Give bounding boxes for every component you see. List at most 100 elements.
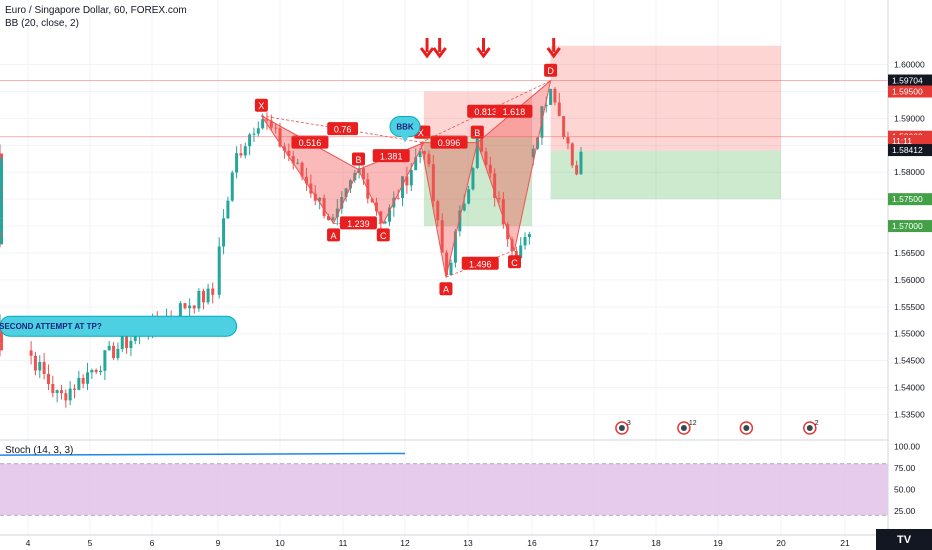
candle-body: [510, 239, 514, 251]
pattern-point-label-bg: [352, 152, 365, 166]
candle-body: [0, 185, 3, 196]
candle-body: [0, 347, 3, 351]
pattern-point-label-text: A: [443, 285, 449, 295]
pattern-point-label-bg: [439, 282, 453, 296]
x-tick-label: 4: [26, 538, 31, 548]
pattern-ratio-label: 0.516: [291, 135, 329, 149]
arrow-head: [546, 47, 561, 59]
candle-body: [0, 210, 3, 212]
candle-body: [248, 134, 252, 147]
event-marker-dot: [743, 425, 750, 431]
candle-body: [570, 143, 574, 166]
candle-body: [0, 233, 3, 241]
candle-body: [206, 288, 210, 303]
candle-body: [287, 150, 291, 157]
candle-body: [458, 210, 462, 232]
harmonic-patterns: XABCD0.5160.761.2391.381XABCD0.9960.8131…: [254, 63, 558, 296]
candle-body: [77, 377, 81, 390]
candle-body: [409, 170, 413, 186]
stoch-y-tick-label: 25.00: [894, 506, 916, 516]
pattern-ratio-label: 0.76: [327, 122, 359, 136]
price-label-text: 1.59704: [892, 76, 923, 86]
stoch-indicator-label: Stoch (14, 3, 3): [5, 445, 74, 456]
candle-body: [29, 350, 33, 356]
candle-body: [116, 348, 120, 359]
candle-body: [549, 88, 553, 105]
candle-body: [201, 290, 205, 303]
candle-body: [553, 88, 557, 103]
price-label-bg: [888, 74, 932, 87]
candle-body: [282, 146, 286, 151]
price-label: 11:11: [888, 135, 932, 148]
arrow-head: [432, 47, 447, 59]
pattern-point-label-bg: [544, 63, 558, 77]
candle-body: [471, 167, 475, 190]
candle-body: [396, 197, 400, 199]
x-tick-label: 21: [840, 538, 850, 548]
candle-body: [291, 156, 295, 164]
candle-body: [361, 168, 365, 180]
candle-body: [300, 162, 304, 177]
pattern-point-label: X: [254, 98, 268, 112]
pattern-ratio-label-bg: [495, 104, 533, 118]
x-tick-label: 10: [275, 538, 285, 548]
price-label-text: 1.58412: [892, 145, 923, 155]
pattern-point-label: D: [544, 63, 558, 77]
candle-body: [59, 390, 63, 394]
candle-body: [188, 305, 192, 309]
candle-body: [401, 176, 405, 198]
candle-body: [344, 188, 348, 198]
event-marker-count: 12: [689, 420, 697, 427]
chart-background: [0, 0, 888, 535]
pattern-ratio-label: 1.496: [461, 256, 499, 270]
stoch-y-tick-label: 50.00: [894, 485, 916, 495]
candle-body: [64, 393, 68, 401]
candle-body: [239, 153, 243, 156]
candle-body: [313, 193, 317, 201]
candle-body: [340, 197, 344, 209]
candle-body: [579, 151, 583, 175]
pattern-point-label-text: X: [258, 101, 264, 111]
candle-body: [423, 151, 427, 155]
pattern-ratio-label-bg: [339, 216, 377, 230]
candle-body: [523, 237, 527, 246]
pattern-point-label-text: B: [355, 155, 361, 165]
pattern-ratio-label-text: 1.618: [503, 107, 526, 117]
price-label-bg: [888, 135, 932, 148]
candle-body: [278, 128, 282, 147]
candle-body: [331, 217, 335, 221]
x-tick-label: 16: [527, 538, 537, 548]
pattern-point-label: C: [376, 228, 390, 242]
event-marker-dot: [618, 425, 625, 431]
y-tick-label: 1.60000: [894, 60, 925, 70]
callout-text: BBK: [396, 122, 414, 131]
candle-body: [445, 252, 449, 276]
bb-indicator-label: BB (20, close, 2): [5, 18, 79, 29]
candle-body: [55, 390, 59, 393]
pattern-point-label-text: A: [331, 231, 337, 241]
pattern-point-label: B: [352, 152, 365, 166]
pattern-ratio-label-bg: [327, 122, 359, 136]
event-marker: [739, 421, 754, 435]
candle-body: [42, 361, 46, 375]
candle-body: [309, 183, 313, 194]
candle-body: [0, 218, 3, 223]
candle-body: [192, 305, 196, 309]
price-label-bg: [888, 193, 932, 206]
candle-body: [197, 290, 201, 309]
candle-body: [519, 245, 523, 259]
price-label-bg: [888, 85, 932, 98]
divergence-arrow: [0, 452, 406, 456]
pattern-point-label-bg: [508, 255, 521, 269]
y-tick-label: 1.58000: [894, 167, 925, 177]
candle-body: [261, 119, 265, 129]
candle-body: [501, 199, 505, 225]
pattern-ratio-label-bg: [291, 135, 329, 149]
x-tick-label: 18: [651, 538, 661, 548]
y-tick-label: 1.53500: [894, 409, 925, 419]
candle-body: [327, 216, 331, 221]
tradingview-logo: TV: [876, 529, 932, 550]
pattern-point-label-text: C: [511, 258, 518, 268]
y-tick-label: 1.54500: [894, 356, 925, 366]
